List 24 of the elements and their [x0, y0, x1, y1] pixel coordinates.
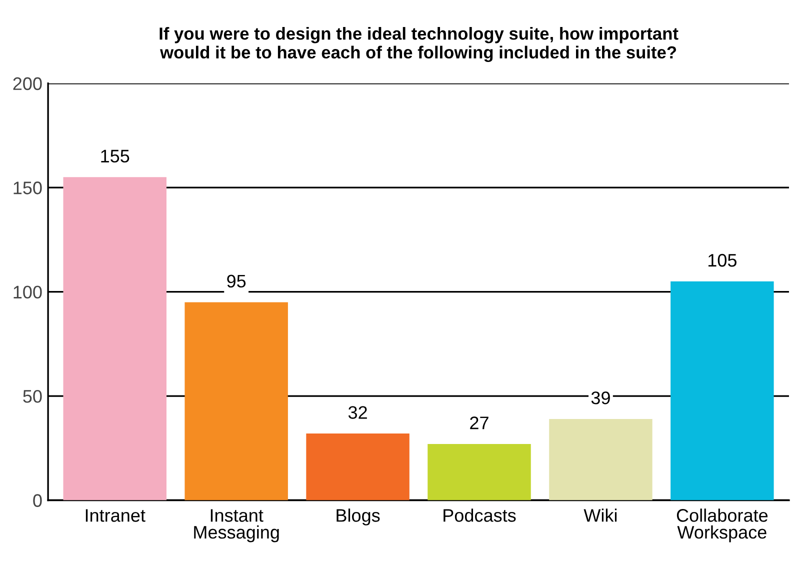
bar [63, 177, 166, 500]
data-label: 32 [348, 406, 367, 419]
x-tick-label: Instant Messaging [194, 509, 279, 542]
data-label: 39 [591, 391, 610, 404]
x-tick-label: Collaborate Workspace [676, 508, 768, 542]
y-tick-label: 50 [23, 390, 42, 403]
bar [549, 418, 652, 500]
y-tick-label: 0 [33, 494, 42, 507]
x-tick-label: Podcasts [444, 508, 516, 522]
data-label: 155 [101, 150, 130, 162]
data-label: 95 [227, 274, 246, 288]
chart-title: If you were to design the ideal technology suite, how important would it be to have each of the following included in the suite? [160, 27, 678, 62]
data-label: 105 [708, 254, 736, 267]
y-tick-label: 150 [14, 182, 42, 194]
bar [306, 434, 410, 500]
y-tick-label: 200 [13, 77, 42, 90]
bar [428, 444, 531, 500]
x-tick-label: Blogs [336, 508, 380, 526]
data-label: 27 [470, 416, 488, 430]
x-tick-label: Wiki [584, 508, 617, 522]
x-tick-label: Intranet [86, 509, 146, 522]
bar [670, 281, 774, 500]
bar [184, 302, 288, 500]
y-tick-label: 100 [14, 286, 42, 299]
